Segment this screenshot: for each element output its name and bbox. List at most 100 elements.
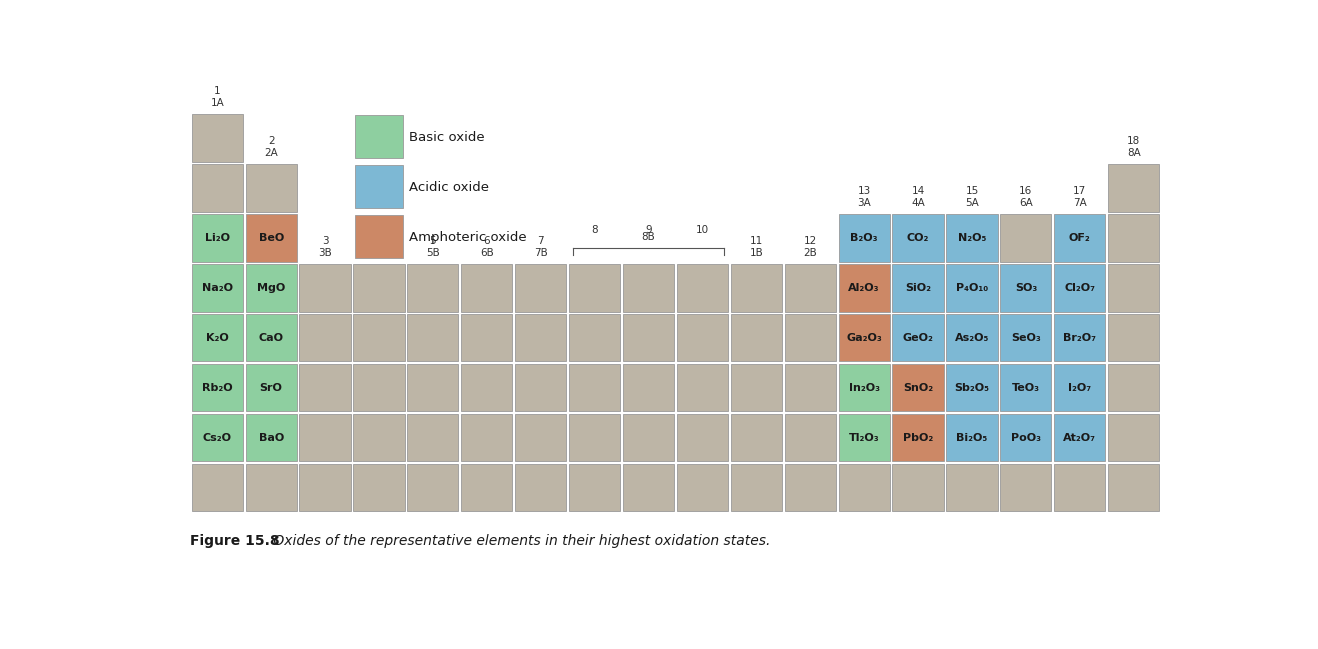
Bar <box>784 414 836 461</box>
Bar <box>838 314 890 361</box>
Bar <box>892 214 944 262</box>
Bar <box>1000 214 1052 262</box>
Text: As₂O₅: As₂O₅ <box>954 333 990 343</box>
Bar <box>245 414 297 461</box>
Bar <box>245 164 297 212</box>
Bar <box>1054 314 1106 361</box>
Text: PbO₂: PbO₂ <box>903 433 933 443</box>
Text: Oxides of the representative elements in their highest oxidation states.: Oxides of the representative elements in… <box>269 533 770 548</box>
Text: Rb₂O: Rb₂O <box>202 383 232 393</box>
Bar <box>245 214 297 262</box>
Bar <box>461 364 513 411</box>
Text: 14
4A: 14 4A <box>911 186 925 208</box>
Text: B₂O₃: B₂O₃ <box>850 233 878 243</box>
Bar <box>892 364 944 411</box>
Text: GeO₂: GeO₂ <box>903 333 933 343</box>
Bar <box>245 264 297 312</box>
Bar <box>838 414 890 461</box>
Bar <box>892 464 944 511</box>
Text: BaO: BaO <box>258 433 283 443</box>
Bar <box>1054 464 1106 511</box>
Bar <box>191 314 243 361</box>
Text: BeO: BeO <box>258 233 283 243</box>
Bar <box>1054 214 1106 262</box>
Bar <box>1054 364 1106 411</box>
Bar <box>1108 314 1160 361</box>
Bar <box>1000 414 1052 461</box>
Text: 2
2A: 2 2A <box>265 136 278 158</box>
Text: 8: 8 <box>592 225 598 236</box>
Text: 9: 9 <box>646 225 652 236</box>
Text: CaO: CaO <box>258 333 283 343</box>
Bar <box>515 464 567 511</box>
Text: SO₃: SO₃ <box>1015 283 1037 293</box>
Bar <box>892 314 944 361</box>
Bar <box>946 214 998 262</box>
Bar <box>1108 214 1160 262</box>
Bar <box>1000 464 1052 511</box>
Bar <box>299 264 351 312</box>
Bar <box>1108 264 1160 312</box>
Bar <box>407 414 459 461</box>
Text: Bi₂O₅: Bi₂O₅ <box>957 433 987 443</box>
Text: 16
6A: 16 6A <box>1019 186 1033 208</box>
Bar <box>623 314 673 361</box>
Bar <box>730 264 782 312</box>
Bar <box>569 264 621 312</box>
Bar <box>191 164 243 212</box>
Bar <box>838 364 890 411</box>
Bar <box>946 414 998 461</box>
Text: SrO: SrO <box>260 383 282 393</box>
Bar <box>191 364 243 411</box>
Text: Acidic oxide: Acidic oxide <box>409 181 489 194</box>
Bar <box>407 464 459 511</box>
Bar <box>730 364 782 411</box>
Bar <box>784 464 836 511</box>
Text: I₂O₇: I₂O₇ <box>1068 383 1091 393</box>
Bar <box>355 215 403 258</box>
Bar <box>569 314 621 361</box>
Bar <box>1108 164 1160 212</box>
Bar <box>353 414 405 461</box>
Bar <box>784 364 836 411</box>
Bar <box>299 364 351 411</box>
Text: 18
8A: 18 8A <box>1127 136 1140 158</box>
Text: Tl₂O₃: Tl₂O₃ <box>849 433 879 443</box>
Text: P₄O₁₀: P₄O₁₀ <box>956 283 988 293</box>
Bar <box>946 314 998 361</box>
Bar <box>191 114 243 162</box>
Bar <box>515 314 567 361</box>
Text: 13
3A: 13 3A <box>857 186 871 208</box>
Bar <box>245 314 297 361</box>
Bar <box>299 414 351 461</box>
Bar <box>623 414 673 461</box>
Bar <box>461 464 513 511</box>
Text: Sb₂O₅: Sb₂O₅ <box>954 383 990 393</box>
Bar <box>461 314 513 361</box>
Text: 17
7A: 17 7A <box>1073 186 1086 208</box>
Text: TeO₃: TeO₃ <box>1012 383 1040 393</box>
Text: Figure 15.8: Figure 15.8 <box>190 533 279 548</box>
Bar <box>623 264 673 312</box>
Bar <box>353 364 405 411</box>
Bar <box>946 264 998 312</box>
Text: In₂O₃: In₂O₃ <box>849 383 879 393</box>
Text: Amphoteric oxide: Amphoteric oxide <box>409 231 526 244</box>
Bar <box>838 264 890 312</box>
Bar <box>353 314 405 361</box>
Text: Na₂O: Na₂O <box>202 283 233 293</box>
Text: Cs₂O: Cs₂O <box>203 433 232 443</box>
Text: 6
6B: 6 6B <box>480 236 494 258</box>
Bar <box>355 165 403 208</box>
Text: 8B: 8B <box>642 232 655 242</box>
Bar <box>730 314 782 361</box>
Text: 7
7B: 7 7B <box>534 236 547 258</box>
Text: 1
1A: 1 1A <box>211 86 224 108</box>
Bar <box>515 414 567 461</box>
Bar <box>1000 314 1052 361</box>
Text: MgO: MgO <box>257 283 285 293</box>
Text: OF₂: OF₂ <box>1069 233 1091 243</box>
Bar <box>355 116 403 158</box>
Bar <box>191 464 243 511</box>
Text: 15
5A: 15 5A <box>965 186 979 208</box>
